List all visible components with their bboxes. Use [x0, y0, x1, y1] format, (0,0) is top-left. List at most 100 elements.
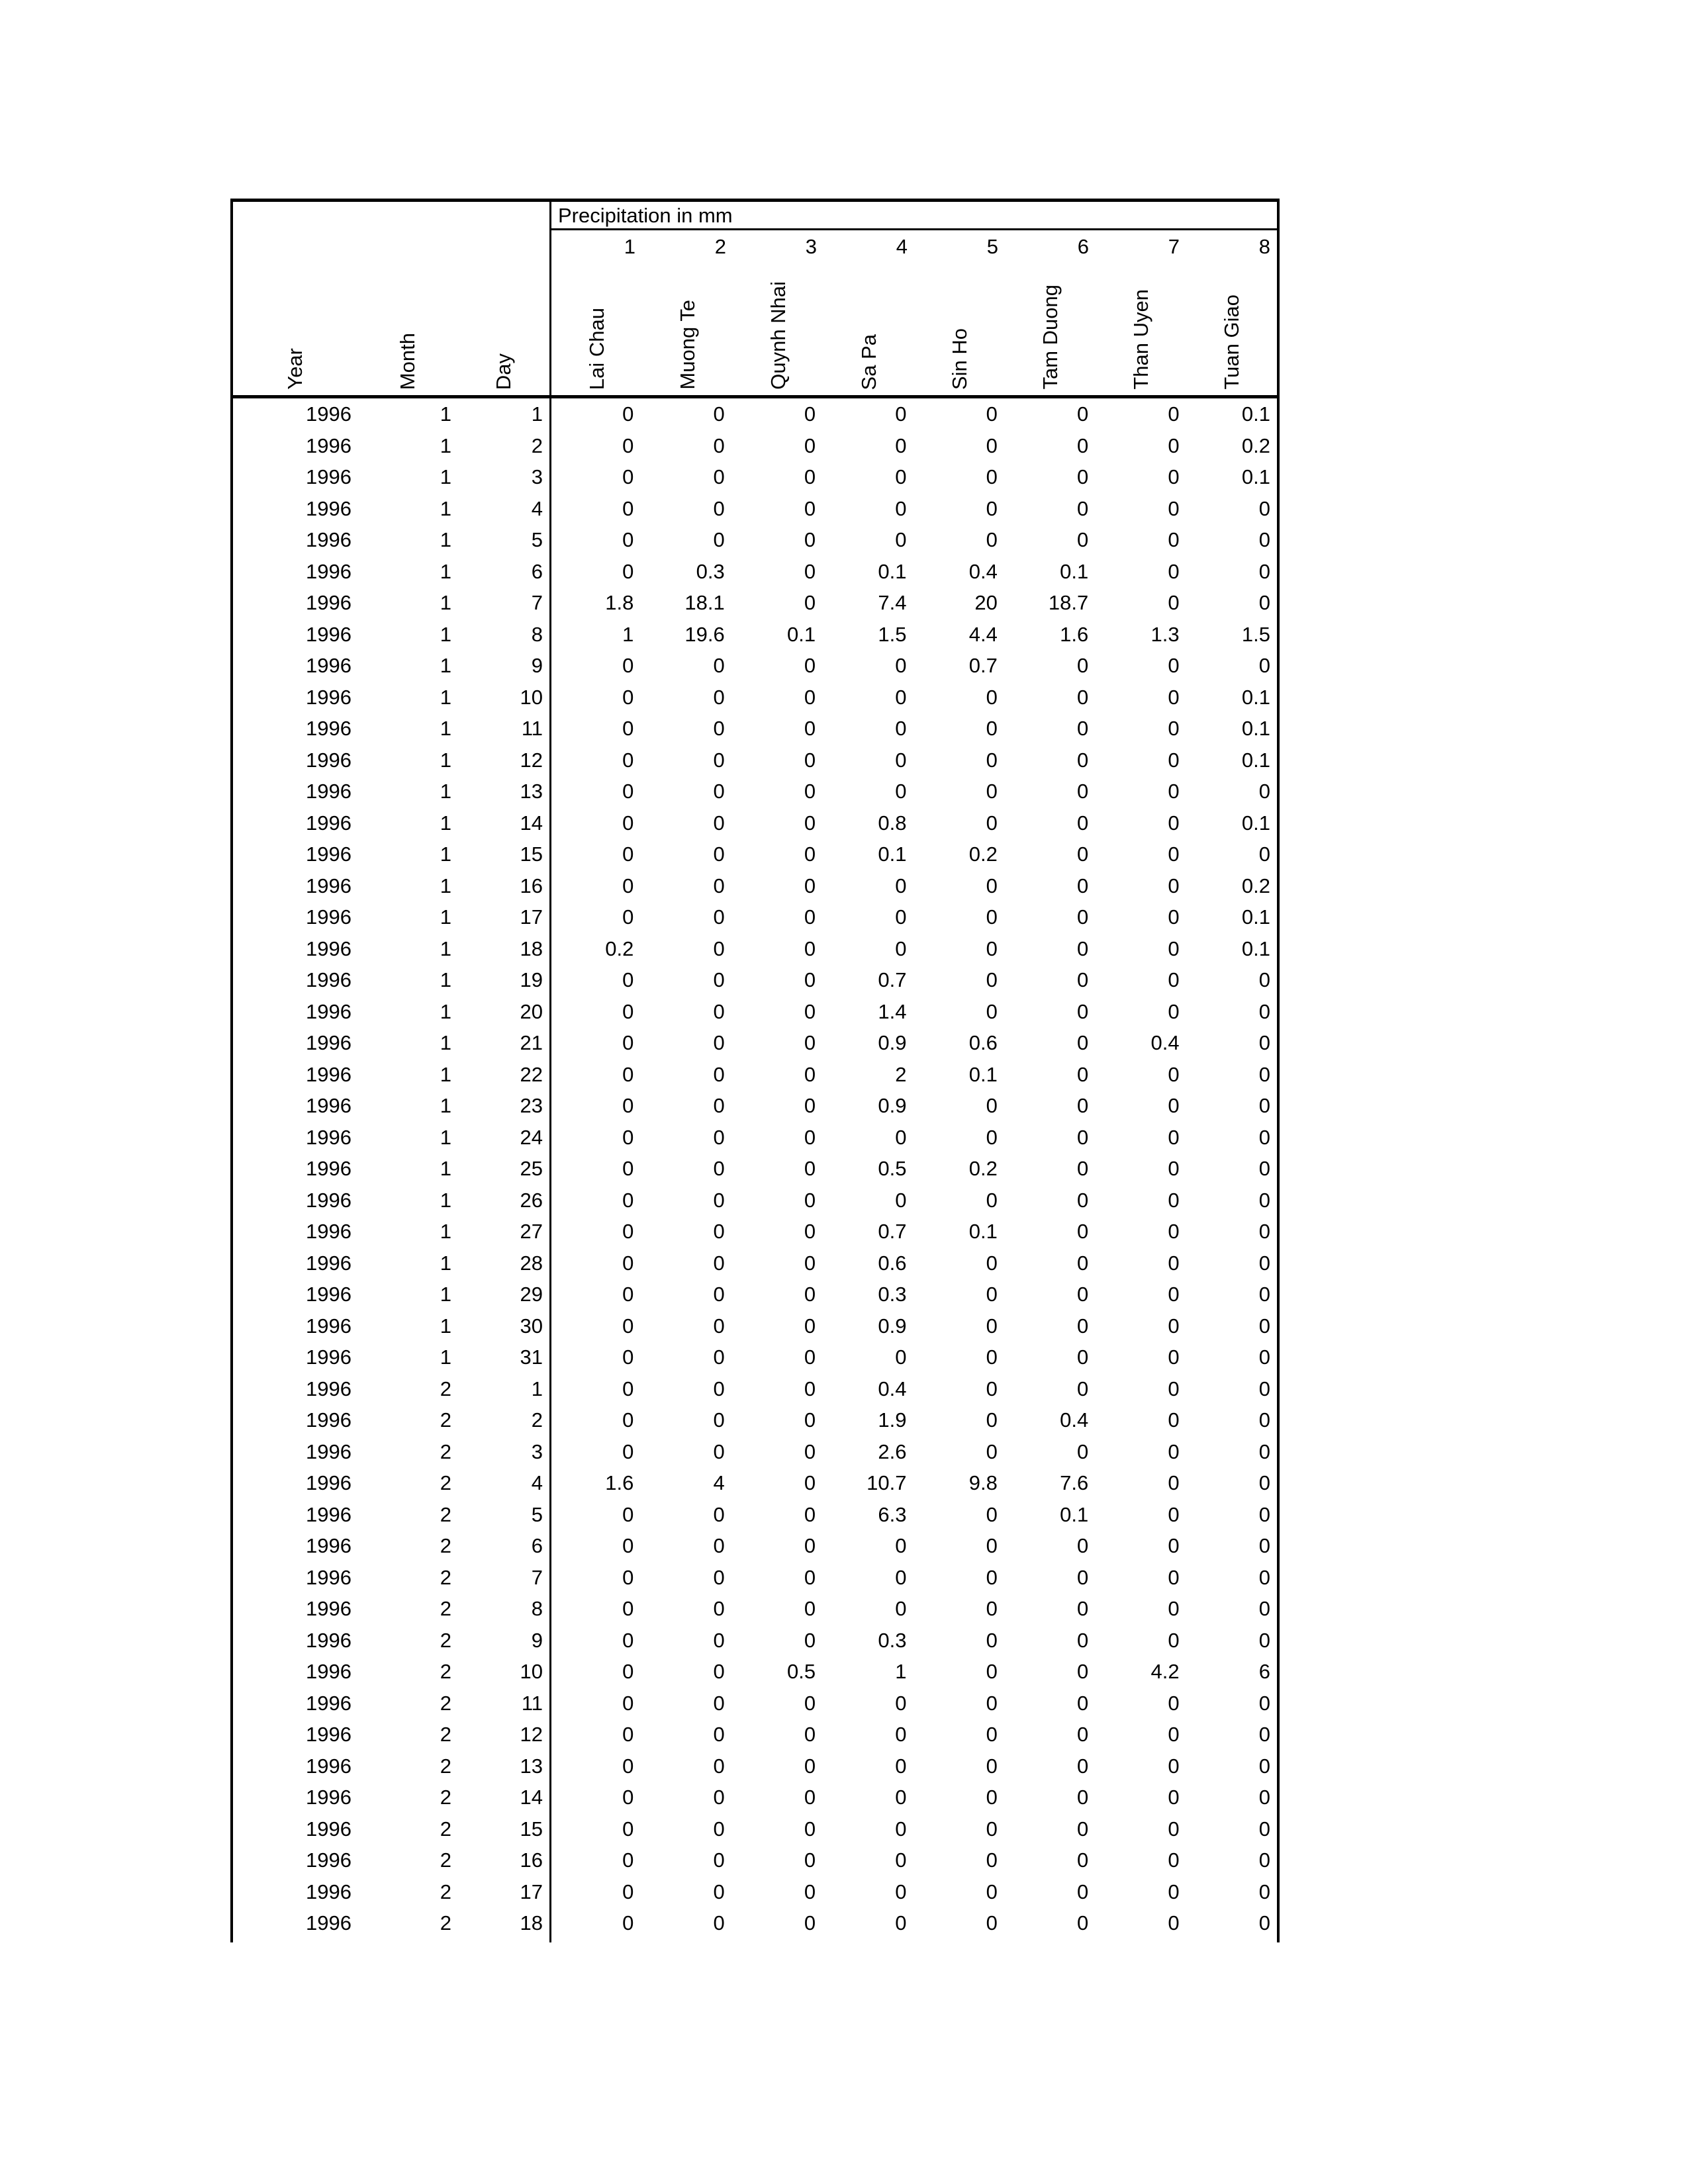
value-cell: 0	[1168, 811, 1180, 835]
table-row: 1996 2 15 0 0 0 0 0 0 0 0	[233, 1813, 1277, 1845]
year-cell: 1996	[306, 1597, 352, 1620]
value-cell: 0	[1077, 433, 1089, 457]
value-cell: 0	[895, 1597, 907, 1620]
value-cell: 20	[974, 591, 998, 614]
month-cell: 1	[440, 717, 451, 740]
station-header-cell: 4 Sa Pa	[823, 230, 914, 395]
day-cell: 10	[520, 1660, 543, 1683]
value-cell: 0	[1168, 999, 1180, 1023]
day-cell: 3	[531, 1439, 543, 1463]
value-cell: 0	[1258, 1565, 1270, 1589]
value-cell: 0	[1077, 1251, 1089, 1275]
year-cell: 1996	[306, 1911, 352, 1934]
table-row: 1996 1 30 0 0 0 0.9 0 0 0 0	[233, 1310, 1277, 1342]
value-cell: 0	[1077, 1031, 1089, 1054]
value-cell: 0	[986, 811, 998, 835]
value-cell: 0	[713, 1251, 725, 1275]
value-cell: 0.7	[878, 1220, 907, 1243]
year-cell: 1996	[306, 1502, 352, 1526]
value-cell: 0	[713, 654, 725, 677]
value-cell: 0	[895, 402, 907, 426]
day-cell: 4	[531, 496, 543, 520]
value-cell: 0	[622, 1408, 634, 1432]
month-cell: 2	[440, 1502, 451, 1526]
value-cell: 0	[804, 780, 816, 803]
year-cell: 1996	[306, 1817, 352, 1841]
value-cell: 0	[1258, 1534, 1270, 1557]
value-cell: 0	[895, 1880, 907, 1903]
day-cell: 20	[520, 999, 543, 1023]
value-cell: 0	[1168, 1534, 1180, 1557]
day-cell: 23	[520, 1094, 543, 1117]
value-cell: 0	[1168, 1157, 1180, 1180]
day-cell: 18	[520, 1911, 543, 1934]
month-cell: 1	[440, 1062, 451, 1086]
value-cell: 0	[622, 1880, 634, 1903]
value-cell: 0	[622, 1283, 634, 1306]
day-cell: 13	[520, 1754, 543, 1778]
value-cell: 1.9	[878, 1408, 907, 1432]
table-row: 1996 1 17 0 0 0 0 0 0 0 0.1	[233, 901, 1277, 933]
station-header-cell: 6 Tam Duong	[1005, 230, 1096, 395]
value-cell: 2.6	[878, 1439, 907, 1463]
year-cell: 1996	[306, 622, 352, 646]
value-cell: 0	[1077, 1439, 1089, 1463]
value-cell: 0	[713, 1534, 725, 1557]
value-cell: 0	[1258, 1283, 1270, 1306]
day-cell: 2	[531, 1408, 543, 1432]
year-cell: 1996	[306, 780, 352, 803]
value-cell: 0	[1077, 1723, 1089, 1746]
month-cell: 1	[440, 622, 451, 646]
value-cell: 0	[1077, 1911, 1089, 1934]
value-cell: 0	[622, 842, 634, 866]
year-column-header: Year	[283, 348, 306, 390]
value-cell: 0	[622, 1597, 634, 1620]
value-cell: 0	[622, 1220, 634, 1243]
value-cell: 0.1	[1060, 1502, 1089, 1526]
value-cell: 0	[1168, 1880, 1180, 1903]
value-cell: 0	[1077, 874, 1089, 897]
table-row: 1996 1 8 1 19.6 0.1 1.5 4.4 1.6 1.3 1.5	[233, 619, 1277, 651]
station-name-wrap: Than Uyen	[1096, 289, 1186, 390]
value-cell: 1.5	[878, 622, 907, 646]
value-cell: 0	[804, 717, 816, 740]
value-cell: 0	[804, 1031, 816, 1054]
year-cell: 1996	[306, 1471, 352, 1494]
year-cell: 1996	[306, 1754, 352, 1778]
value-cell: 0	[1168, 496, 1180, 520]
value-cell: 0	[622, 717, 634, 740]
value-cell: 0	[804, 1723, 816, 1746]
year-cell: 1996	[306, 1439, 352, 1463]
month-cell: 1	[440, 780, 451, 803]
value-cell: 0	[1077, 748, 1089, 772]
table-body: 1996 1 1 0 0 0 0 0 0 0 0.1 1996 1 2 0 0 0 0 0 0 0 0.2 1996 1 3 0 0…	[233, 398, 1277, 1939]
table-row: 1996 2 13 0 0 0 0 0 0 0 0	[233, 1751, 1277, 1782]
value-cell: 0	[622, 999, 634, 1023]
table-row: 1996 1 5 0 0 0 0 0 0 0 0	[233, 524, 1277, 556]
value-cell: 0	[895, 1786, 907, 1809]
year-cell: 1996	[306, 874, 352, 897]
value-cell: 0	[804, 1880, 816, 1903]
value-cell: 0	[1258, 1408, 1270, 1432]
value-cell: 4.2	[1150, 1660, 1180, 1683]
station-name-wrap: Muong Te	[642, 300, 733, 390]
value-cell: 0	[1168, 874, 1180, 897]
station-number: 5	[986, 235, 998, 258]
value-cell: 0	[622, 1565, 634, 1589]
value-cell: 0	[1168, 1502, 1180, 1526]
month-cell: 1	[440, 1094, 451, 1117]
year-cell: 1996	[306, 433, 352, 457]
value-cell: 0	[622, 1062, 634, 1086]
value-cell: 0	[713, 874, 725, 897]
table-row: 1996 2 17 0 0 0 0 0 0 0 0	[233, 1876, 1277, 1908]
value-cell: 0	[1168, 1251, 1180, 1275]
value-cell: 0.6	[878, 1251, 907, 1275]
value-cell: 0	[1258, 1723, 1270, 1746]
value-cell: 0	[713, 1125, 725, 1149]
value-cell: 0	[713, 1691, 725, 1715]
month-cell: 1	[440, 1251, 451, 1275]
value-cell: 0	[986, 1628, 998, 1652]
value-cell: 0	[895, 685, 907, 709]
month-cell: 2	[440, 1597, 451, 1620]
value-cell: 0	[1258, 1691, 1270, 1715]
